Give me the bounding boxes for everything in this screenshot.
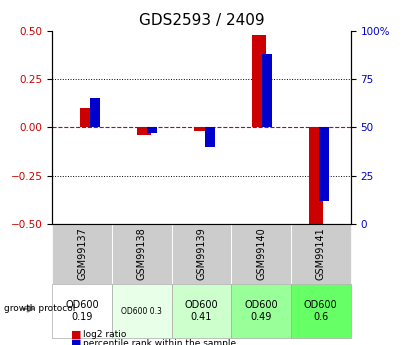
FancyBboxPatch shape	[112, 284, 172, 338]
Text: OD600
0.6: OD600 0.6	[304, 300, 338, 322]
Text: OD600
0.49: OD600 0.49	[244, 300, 278, 322]
Title: GDS2593 / 2409: GDS2593 / 2409	[139, 13, 264, 29]
Bar	[262, 54, 272, 127]
Bar	[309, 127, 323, 228]
Text: GSM99140: GSM99140	[256, 227, 266, 280]
Text: GSM99139: GSM99139	[197, 227, 206, 280]
FancyBboxPatch shape	[231, 284, 291, 338]
Bar	[80, 108, 94, 127]
FancyBboxPatch shape	[231, 224, 291, 284]
Text: GSM99138: GSM99138	[137, 227, 147, 280]
Text: ■: ■	[71, 330, 81, 339]
FancyBboxPatch shape	[52, 224, 112, 284]
Bar	[90, 98, 100, 127]
Text: percentile rank within the sample: percentile rank within the sample	[83, 339, 236, 345]
FancyBboxPatch shape	[52, 284, 112, 338]
Bar	[147, 127, 157, 133]
FancyBboxPatch shape	[291, 224, 351, 284]
FancyBboxPatch shape	[172, 224, 231, 284]
Text: OD600 0.3: OD600 0.3	[121, 306, 162, 316]
Text: GSM99137: GSM99137	[77, 227, 87, 280]
Text: GSM99141: GSM99141	[316, 227, 326, 280]
Text: ■: ■	[71, 338, 81, 345]
FancyBboxPatch shape	[112, 224, 172, 284]
FancyBboxPatch shape	[291, 284, 351, 338]
Bar	[252, 35, 266, 127]
Text: OD600
0.19: OD600 0.19	[65, 300, 99, 322]
Text: log2 ratio: log2 ratio	[83, 330, 126, 339]
FancyBboxPatch shape	[172, 284, 231, 338]
Bar	[204, 127, 214, 147]
Text: growth protocol: growth protocol	[4, 304, 75, 313]
Bar	[319, 127, 329, 200]
Bar	[195, 127, 208, 131]
Bar	[137, 127, 151, 135]
Text: OD600
0.41: OD600 0.41	[185, 300, 218, 322]
